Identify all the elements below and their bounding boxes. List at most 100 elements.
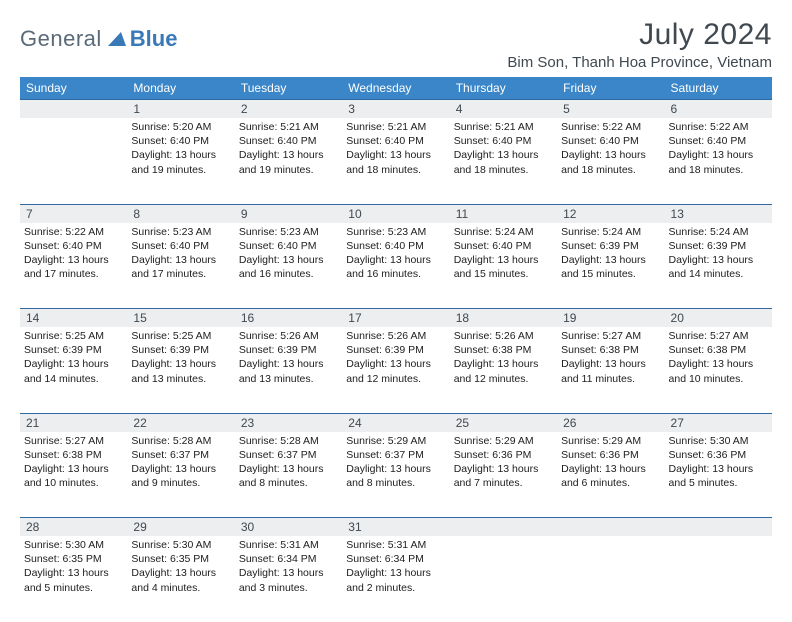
day-number: 9	[235, 204, 342, 223]
day-detail-line: Daylight: 13 hours	[561, 148, 660, 162]
day-detail-line: Daylight: 13 hours	[24, 462, 123, 476]
day-detail-line: Sunset: 6:40 PM	[454, 239, 553, 253]
day-cell: Sunrise: 5:22 AMSunset: 6:40 PMDaylight:…	[665, 118, 772, 204]
day-number: 3	[342, 100, 449, 119]
day-detail-line: and 3 minutes.	[239, 581, 338, 595]
day-detail-line: Sunrise: 5:25 AM	[24, 329, 123, 343]
day-detail-line: Sunset: 6:40 PM	[131, 239, 230, 253]
day-detail-line: and 5 minutes.	[669, 476, 768, 490]
day-detail-line: and 13 minutes.	[239, 372, 338, 386]
day-detail-line: Sunrise: 5:28 AM	[239, 434, 338, 448]
day-cell: Sunrise: 5:22 AMSunset: 6:40 PMDaylight:…	[557, 118, 664, 204]
day-number: 10	[342, 204, 449, 223]
day-content-row: Sunrise: 5:22 AMSunset: 6:40 PMDaylight:…	[20, 223, 772, 309]
header: General Blue July 2024 Bim Son, Thanh Ho…	[20, 18, 772, 71]
day-detail-line: Sunrise: 5:24 AM	[561, 225, 660, 239]
day-cell: Sunrise: 5:21 AMSunset: 6:40 PMDaylight:…	[342, 118, 449, 204]
day-detail-line: Sunrise: 5:31 AM	[239, 538, 338, 552]
day-detail-line: Daylight: 13 hours	[24, 566, 123, 580]
day-cell: Sunrise: 5:26 AMSunset: 6:38 PMDaylight:…	[450, 327, 557, 413]
day-detail-line: and 5 minutes.	[24, 581, 123, 595]
day-detail-line: Sunset: 6:40 PM	[239, 134, 338, 148]
day-detail-line: Sunset: 6:40 PM	[131, 134, 230, 148]
day-detail-line: Sunset: 6:39 PM	[131, 343, 230, 357]
day-cell: Sunrise: 5:22 AMSunset: 6:40 PMDaylight:…	[20, 223, 127, 309]
day-detail-line: Sunset: 6:40 PM	[346, 134, 445, 148]
day-cell: Sunrise: 5:28 AMSunset: 6:37 PMDaylight:…	[235, 432, 342, 518]
day-detail-line: Sunrise: 5:29 AM	[454, 434, 553, 448]
day-number-row: 28293031	[20, 518, 772, 537]
day-number: 20	[665, 309, 772, 328]
day-number: 23	[235, 413, 342, 432]
day-number	[557, 518, 664, 537]
day-detail-line: Sunrise: 5:29 AM	[346, 434, 445, 448]
day-detail-line: and 17 minutes.	[131, 267, 230, 281]
day-number: 7	[20, 204, 127, 223]
day-detail-line: Sunrise: 5:23 AM	[131, 225, 230, 239]
day-detail-line: Sunrise: 5:25 AM	[131, 329, 230, 343]
day-number-row: 14151617181920	[20, 309, 772, 328]
day-detail-line: Daylight: 13 hours	[454, 462, 553, 476]
day-detail-line: Sunset: 6:36 PM	[561, 448, 660, 462]
day-detail-line: Sunrise: 5:30 AM	[131, 538, 230, 552]
day-detail-line: and 16 minutes.	[239, 267, 338, 281]
day-detail-line: Daylight: 13 hours	[669, 357, 768, 371]
weekday-header: Wednesday	[342, 77, 449, 100]
day-number: 27	[665, 413, 772, 432]
day-detail-line: and 11 minutes.	[561, 372, 660, 386]
day-cell: Sunrise: 5:23 AMSunset: 6:40 PMDaylight:…	[342, 223, 449, 309]
day-detail-line: Sunrise: 5:29 AM	[561, 434, 660, 448]
day-number: 14	[20, 309, 127, 328]
day-detail-line: Sunset: 6:34 PM	[346, 552, 445, 566]
day-detail-line: Sunrise: 5:21 AM	[346, 120, 445, 134]
day-cell: Sunrise: 5:21 AMSunset: 6:40 PMDaylight:…	[235, 118, 342, 204]
day-detail-line: Sunrise: 5:24 AM	[454, 225, 553, 239]
day-number	[450, 518, 557, 537]
day-number: 31	[342, 518, 449, 537]
day-detail-line: Daylight: 13 hours	[239, 253, 338, 267]
day-content-row: Sunrise: 5:27 AMSunset: 6:38 PMDaylight:…	[20, 432, 772, 518]
day-detail-line: and 18 minutes.	[561, 163, 660, 177]
day-content-row: Sunrise: 5:20 AMSunset: 6:40 PMDaylight:…	[20, 118, 772, 204]
day-detail-line: Sunrise: 5:24 AM	[669, 225, 768, 239]
day-detail-line: Daylight: 13 hours	[454, 253, 553, 267]
title-block: July 2024 Bim Son, Thanh Hoa Province, V…	[507, 18, 772, 71]
day-cell	[557, 536, 664, 622]
day-detail-line: and 8 minutes.	[239, 476, 338, 490]
day-detail-line: Sunset: 6:40 PM	[24, 239, 123, 253]
day-cell: Sunrise: 5:27 AMSunset: 6:38 PMDaylight:…	[20, 432, 127, 518]
day-detail-line: Sunset: 6:37 PM	[131, 448, 230, 462]
day-cell: Sunrise: 5:29 AMSunset: 6:37 PMDaylight:…	[342, 432, 449, 518]
day-detail-line: Sunrise: 5:27 AM	[669, 329, 768, 343]
day-detail-line: Daylight: 13 hours	[346, 357, 445, 371]
day-detail-line: Daylight: 13 hours	[131, 462, 230, 476]
day-detail-line: Sunset: 6:39 PM	[561, 239, 660, 253]
day-cell: Sunrise: 5:30 AMSunset: 6:36 PMDaylight:…	[665, 432, 772, 518]
day-detail-line: and 15 minutes.	[454, 267, 553, 281]
day-detail-line: Daylight: 13 hours	[24, 357, 123, 371]
day-detail-line: Daylight: 13 hours	[346, 253, 445, 267]
day-number-row: 21222324252627	[20, 413, 772, 432]
day-detail-line: Sunrise: 5:28 AM	[131, 434, 230, 448]
day-cell	[450, 536, 557, 622]
day-cell: Sunrise: 5:24 AMSunset: 6:39 PMDaylight:…	[557, 223, 664, 309]
day-detail-line: Sunrise: 5:23 AM	[239, 225, 338, 239]
day-detail-line: and 8 minutes.	[346, 476, 445, 490]
day-number: 16	[235, 309, 342, 328]
day-cell: Sunrise: 5:24 AMSunset: 6:39 PMDaylight:…	[665, 223, 772, 309]
day-content-row: Sunrise: 5:30 AMSunset: 6:35 PMDaylight:…	[20, 536, 772, 622]
day-detail-line: Daylight: 13 hours	[239, 566, 338, 580]
day-cell: Sunrise: 5:25 AMSunset: 6:39 PMDaylight:…	[20, 327, 127, 413]
day-detail-line: Daylight: 13 hours	[669, 253, 768, 267]
day-detail-line: Sunrise: 5:30 AM	[669, 434, 768, 448]
day-number: 28	[20, 518, 127, 537]
day-detail-line: and 12 minutes.	[346, 372, 445, 386]
day-detail-line: Daylight: 13 hours	[561, 462, 660, 476]
calendar-table: SundayMondayTuesdayWednesdayThursdayFrid…	[20, 77, 772, 622]
weekday-header: Thursday	[450, 77, 557, 100]
day-detail-line: Daylight: 13 hours	[131, 253, 230, 267]
day-cell: Sunrise: 5:28 AMSunset: 6:37 PMDaylight:…	[127, 432, 234, 518]
weekday-header: Friday	[557, 77, 664, 100]
day-detail-line: and 10 minutes.	[669, 372, 768, 386]
day-number: 26	[557, 413, 664, 432]
